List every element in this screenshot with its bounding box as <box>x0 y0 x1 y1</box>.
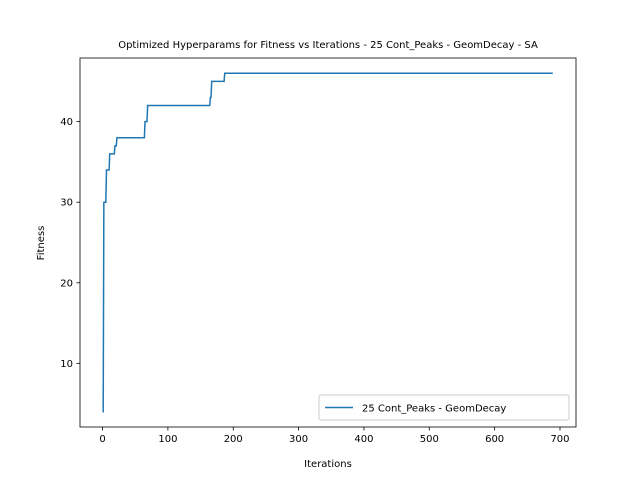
x-tick-label: 500 <box>420 434 439 445</box>
plot-area <box>79 57 577 428</box>
x-tick-label: 600 <box>485 434 504 445</box>
x-axis-label: Iterations <box>304 459 352 470</box>
x-tick-label: 200 <box>224 434 243 445</box>
x-axis-ticks: 0 100 200 300 400 500 600 700 <box>99 427 570 445</box>
axes-frame <box>79 57 577 428</box>
y-axis-ticks: 10 20 30 40 <box>60 117 80 370</box>
legend: 25 Cont_Peaks - GeomDecay <box>318 394 570 421</box>
x-tick-label: 300 <box>289 434 308 445</box>
y-tick-label: 20 <box>60 278 73 289</box>
y-tick-label: 30 <box>60 198 73 209</box>
y-tick-label: 10 <box>60 359 73 370</box>
x-tick-label: 0 <box>99 434 105 445</box>
y-axis-label: Fitness <box>36 226 47 261</box>
x-tick-label: 400 <box>354 434 373 445</box>
series-line <box>102 72 553 413</box>
x-tick-label: 700 <box>550 434 569 445</box>
legend-label: 25 Cont_Peaks - GeomDecay <box>362 404 506 415</box>
legend-box <box>318 394 570 421</box>
x-tick-label: 100 <box>158 434 177 445</box>
y-tick-label: 40 <box>60 117 73 128</box>
chart-title: Optimized Hyperparams for Fitness vs Ite… <box>118 40 538 51</box>
